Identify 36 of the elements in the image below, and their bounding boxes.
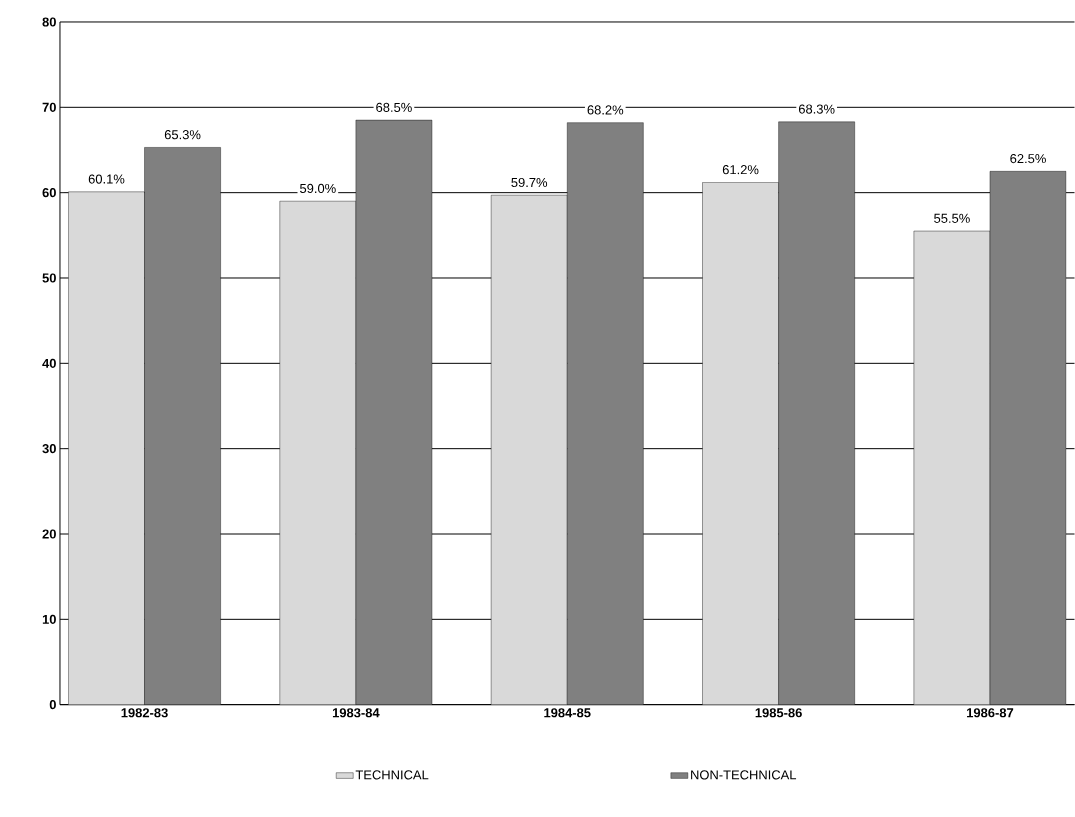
bar <box>279 201 357 705</box>
bar <box>490 195 568 705</box>
bar <box>68 191 145 705</box>
y-tick-label: 30 <box>42 444 56 454</box>
y-tick-label: 20 <box>42 529 56 539</box>
data-label: 59.0% <box>300 184 336 194</box>
y-tick-label: 10 <box>42 614 56 625</box>
y-tick-label: 50 <box>42 273 56 283</box>
x-tick-label: 1983-84 <box>332 708 380 718</box>
y-tick-label: 70 <box>42 102 56 113</box>
x-tick-label: 1985-86 <box>755 708 802 718</box>
legend-label: TECHNICAL <box>355 770 429 780</box>
bar <box>913 231 991 705</box>
data-label: 65.3% <box>164 130 201 140</box>
data-label: 59.7% <box>511 178 548 188</box>
data-label: 68.5% <box>376 102 412 113</box>
bar <box>989 171 1067 705</box>
y-tick-label: 0 <box>49 700 56 710</box>
bar <box>144 147 221 705</box>
bar <box>355 120 433 705</box>
y-tick-label: 60 <box>42 188 56 198</box>
data-label: 62.5% <box>1010 154 1046 164</box>
data-label: 61.2% <box>722 165 759 175</box>
y-tick-label: 40 <box>42 358 56 369</box>
bar <box>778 122 855 705</box>
bar <box>567 122 644 705</box>
y-tick-label: 80 <box>42 17 56 27</box>
x-tick-label: 1984-85 <box>544 708 591 718</box>
bar <box>702 182 779 705</box>
data-label: 68.2% <box>587 105 624 115</box>
data-label: 68.3% <box>798 104 835 114</box>
x-tick-label: 1982-83 <box>121 708 168 718</box>
data-label: 60.1% <box>88 174 125 184</box>
x-tick-label: 1986-87 <box>967 708 1014 718</box>
data-label: 55.5% <box>934 213 970 224</box>
legend-label: NON-TECHNICAL <box>691 770 797 780</box>
